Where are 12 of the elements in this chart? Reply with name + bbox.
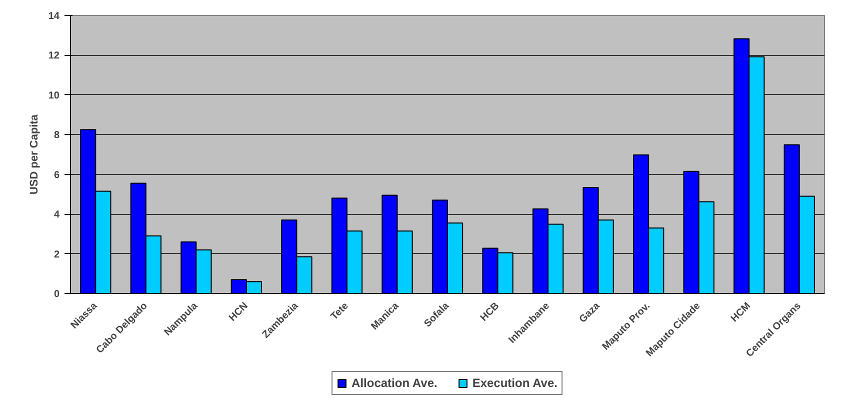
legend-label: Allocation Ave. — [352, 376, 438, 390]
y-axis-title: USD per Capita — [28, 114, 40, 195]
y-tick-label: 0 — [54, 289, 60, 300]
y-tick-label: 8 — [54, 130, 60, 142]
legend-label: Execution Ave. — [472, 376, 558, 390]
y-tick-label: 10 — [48, 90, 60, 102]
x-tick-label: Tete — [329, 300, 352, 322]
y-tick-label: 4 — [54, 210, 60, 221]
y-tick-label: 2 — [54, 249, 60, 260]
y-tick-label: 6 — [54, 170, 60, 181]
y-tick-label: 12 — [48, 50, 60, 62]
y-tick-label: 14 — [48, 11, 60, 22]
